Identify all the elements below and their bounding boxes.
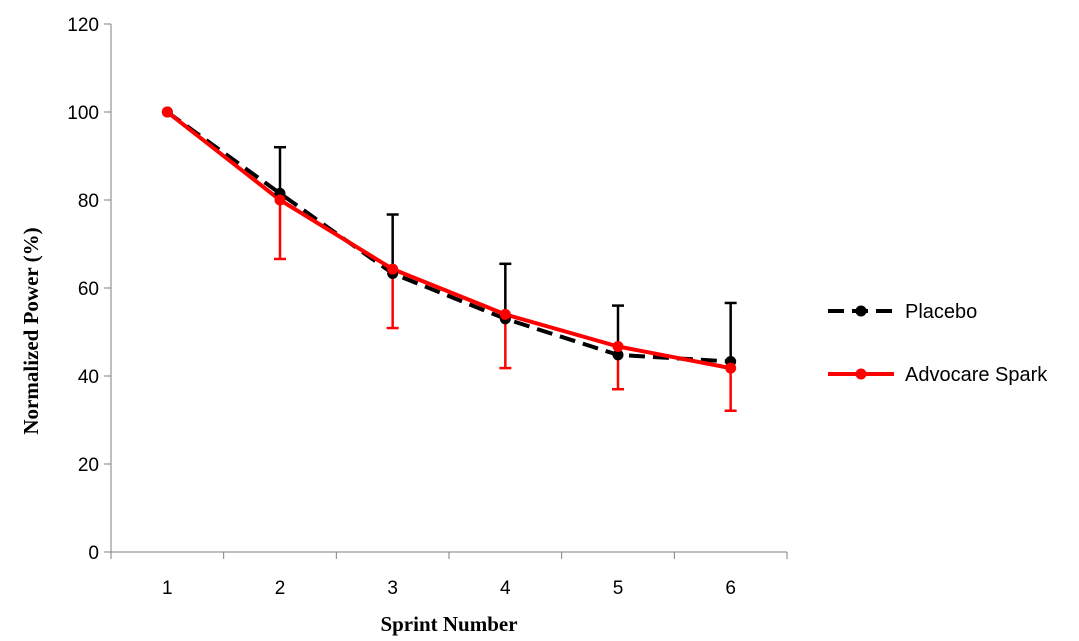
legend: Placebo Advocare Spark — [828, 301, 1048, 386]
y-axis-ticks: 0 20 40 60 80 100 120 — [67, 15, 111, 564]
data-point — [612, 349, 624, 361]
y-tick-label: 20 — [78, 455, 99, 476]
x-tick-label: 3 — [387, 578, 398, 599]
series-lines — [166, 110, 732, 371]
error-bars — [274, 145, 737, 413]
data-point — [161, 106, 173, 118]
legend-label: Advocare Spark — [905, 364, 1048, 386]
y-tick-label: 60 — [78, 279, 99, 300]
x-axis-title: Sprint Number — [380, 612, 517, 636]
data-point — [387, 263, 399, 275]
series-points — [161, 106, 737, 374]
series-line — [166, 110, 732, 371]
axes — [110, 24, 787, 553]
x-tick-label: 4 — [500, 578, 511, 599]
y-tick-label: 80 — [78, 191, 99, 212]
x-axis-ticks: 1 2 3 4 5 6 — [110, 552, 788, 599]
data-point — [499, 308, 511, 320]
x-tick-label: 6 — [725, 578, 736, 599]
y-tick-label: 0 — [88, 543, 99, 564]
legend-marker — [855, 305, 867, 317]
data-point — [274, 194, 286, 206]
x-tick-label: 1 — [162, 578, 173, 599]
series-line — [166, 110, 731, 364]
x-tick-label: 2 — [275, 578, 286, 599]
y-tick-label: 40 — [78, 367, 99, 388]
y-axis-title: Normalized Power (%) — [19, 227, 43, 434]
data-point — [725, 362, 737, 374]
data-point — [612, 341, 624, 353]
x-tick-label: 5 — [613, 578, 624, 599]
legend-marker — [855, 368, 867, 380]
legend-label: Placebo — [905, 301, 977, 323]
y-tick-label: 120 — [67, 15, 99, 36]
y-tick-label: 100 — [67, 103, 99, 124]
